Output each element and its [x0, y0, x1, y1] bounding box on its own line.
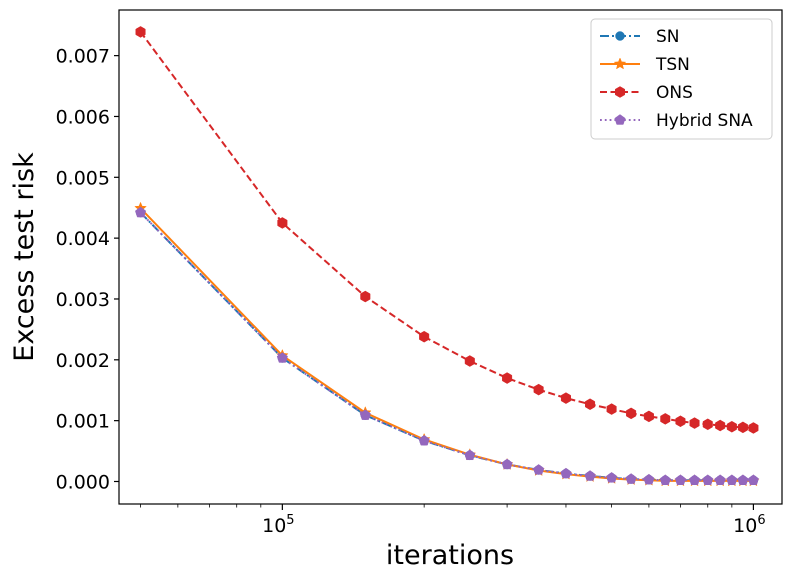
legend-label: SN	[656, 27, 680, 47]
legend: SN TSN ONS Hybrid SNA	[590, 18, 773, 140]
series-ons	[135, 26, 759, 434]
legend-box	[590, 18, 773, 140]
data-point-ons	[675, 415, 686, 428]
x-axis-title: iterations	[386, 540, 514, 571]
data-point-hybrid-sna	[359, 409, 371, 420]
x-axis: 105 106	[140, 504, 766, 537]
legend-item-hybrid-sna: Hybrid SNA	[600, 111, 753, 131]
data-point-ons	[643, 410, 654, 423]
legend-label: ONS	[656, 83, 693, 103]
data-point-hybrid-sna	[276, 352, 288, 363]
y-tick-label: 0.000	[56, 471, 110, 493]
data-point-ons	[533, 383, 544, 396]
legend-marker	[614, 86, 626, 98]
y-tick-label: 0.003	[56, 289, 110, 311]
data-point-ons	[464, 355, 475, 367]
data-point-ons	[277, 217, 288, 229]
series-layer	[134, 26, 760, 487]
data-point-hybrid-sna	[659, 474, 671, 485]
data-point-ons	[626, 407, 637, 420]
data-point-ons	[689, 417, 700, 429]
legend-label: Hybrid SNA	[656, 111, 753, 131]
data-point-hybrid-sna	[747, 474, 759, 485]
data-point-ons	[606, 403, 617, 415]
data-point-hybrid-sna	[737, 474, 749, 485]
data-point-hybrid-sna	[560, 467, 572, 479]
y-tick-label: 0.001	[56, 411, 110, 433]
data-point-ons	[560, 392, 571, 404]
legend-item-ons: ONS	[600, 83, 693, 103]
data-point-ons	[502, 372, 513, 384]
data-point-hybrid-sna	[606, 472, 618, 483]
data-point-hybrid-sna	[625, 473, 637, 484]
data-point-ons	[135, 26, 146, 38]
y-tick-label: 0.004	[56, 228, 110, 250]
data-point-hybrid-sna	[689, 474, 701, 485]
x-tick-label: 105	[262, 513, 294, 537]
data-point-ons	[585, 398, 596, 411]
legend-label: TSN	[655, 55, 690, 75]
data-point-hybrid-sna	[714, 474, 726, 485]
data-point-hybrid-sna	[643, 473, 655, 485]
data-point-ons	[360, 290, 371, 303]
y-axis: 0.000 0.001 0.002 0.003 0.004 0.005 0.006 0.007	[56, 46, 119, 493]
y-tick-label: 0.006	[56, 106, 110, 128]
data-point-hybrid-sna	[501, 458, 513, 470]
data-point-hybrid-sna	[702, 474, 714, 485]
legend-marker	[615, 31, 625, 41]
data-point-ons	[702, 418, 713, 431]
data-point-ons	[737, 421, 748, 434]
legend-marker	[613, 57, 627, 70]
data-point-hybrid-sna	[674, 474, 686, 485]
data-point-ons	[715, 419, 726, 432]
x-tick-label: 106	[733, 513, 765, 537]
data-point-hybrid-sna	[135, 206, 147, 218]
legend-item-tsn: TSN	[600, 55, 690, 75]
data-point-hybrid-sna	[726, 474, 738, 485]
y-tick-label: 0.005	[56, 167, 110, 189]
data-point-hybrid-sna	[418, 434, 430, 446]
series-line-hybrid-sna	[139, 211, 754, 482]
data-point-hybrid-sna	[584, 470, 596, 481]
y-tick-label: 0.002	[56, 350, 110, 372]
series-hybrid-sna	[135, 206, 759, 485]
legend-item-sn: SN	[600, 27, 680, 47]
data-point-hybrid-sna	[533, 464, 545, 475]
data-point-hybrid-sna	[464, 449, 476, 461]
data-point-ons	[726, 420, 737, 433]
legend-marker	[614, 114, 626, 125]
data-point-ons	[748, 422, 759, 434]
y-axis-title: Excess test risk	[9, 152, 40, 362]
plot-frame	[118, 9, 783, 505]
data-point-ons	[419, 330, 430, 343]
data-point-ons	[660, 413, 671, 425]
y-tick-label: 0.007	[56, 46, 110, 68]
